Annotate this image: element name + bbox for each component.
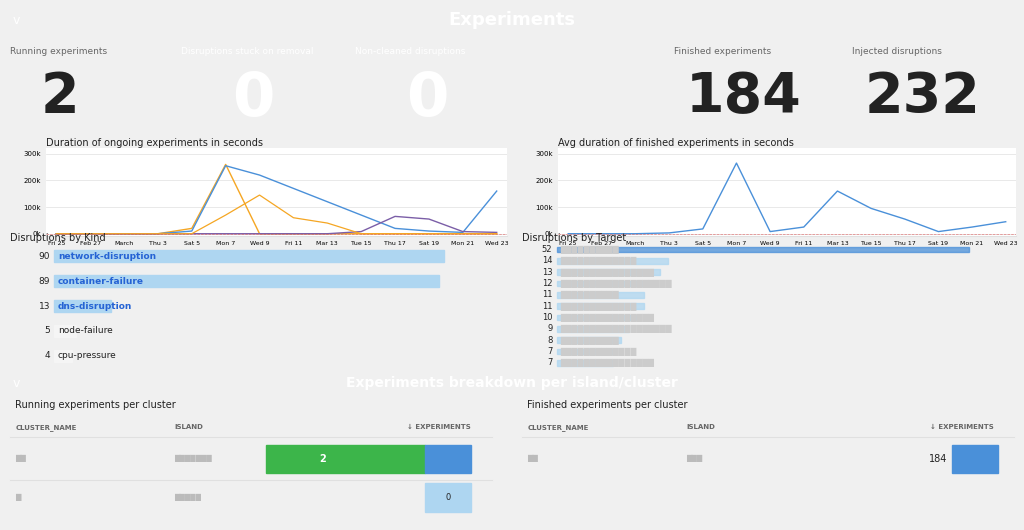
FancyBboxPatch shape	[54, 275, 439, 287]
Text: Finished experiments per cluster: Finished experiments per cluster	[527, 400, 688, 410]
FancyBboxPatch shape	[557, 269, 660, 275]
FancyBboxPatch shape	[54, 250, 443, 262]
Text: 2: 2	[319, 454, 326, 464]
Text: 184: 184	[929, 454, 947, 464]
Text: 7: 7	[547, 358, 552, 367]
Text: 0: 0	[445, 493, 451, 502]
Text: 12: 12	[542, 279, 552, 288]
Text: 8: 8	[547, 335, 552, 344]
FancyBboxPatch shape	[54, 350, 72, 362]
FancyBboxPatch shape	[425, 483, 471, 511]
Text: ISLAND: ISLAND	[174, 425, 203, 430]
Text: 11: 11	[542, 302, 552, 311]
Text: 14: 14	[542, 257, 552, 266]
FancyBboxPatch shape	[557, 349, 612, 354]
FancyBboxPatch shape	[557, 246, 969, 252]
Text: 0: 0	[232, 70, 274, 129]
Text: ISLAND: ISLAND	[686, 425, 715, 430]
FancyBboxPatch shape	[557, 258, 668, 263]
Text: Disruptions stuck on removal: Disruptions stuck on removal	[181, 48, 313, 57]
Text: Injected disruptions: Injected disruptions	[852, 48, 942, 57]
Text: ██: ██	[15, 455, 26, 463]
Text: node-failure: node-failure	[58, 326, 113, 335]
Text: Finished experiments: Finished experiments	[674, 48, 771, 57]
Text: █████████████: █████████████	[560, 257, 636, 266]
Text: 4: 4	[44, 351, 50, 360]
Text: 52: 52	[542, 245, 552, 254]
Text: 13: 13	[542, 268, 552, 277]
Text: Experiments breakdown per island/cluster: Experiments breakdown per island/cluster	[346, 376, 678, 390]
Text: ███: ███	[686, 455, 702, 463]
Text: ██████████: ██████████	[560, 335, 618, 344]
Text: 11: 11	[542, 290, 552, 299]
FancyBboxPatch shape	[952, 445, 998, 473]
Text: ███████: ███████	[174, 455, 212, 463]
Text: 7: 7	[547, 347, 552, 356]
FancyBboxPatch shape	[266, 445, 425, 473]
Text: CLUSTER_NAME: CLUSTER_NAME	[527, 424, 589, 431]
FancyBboxPatch shape	[557, 360, 612, 366]
Text: ██████████: ██████████	[560, 245, 618, 254]
Text: █████████████: █████████████	[560, 302, 636, 311]
Text: network-disruption: network-disruption	[58, 252, 156, 261]
Text: █: █	[15, 493, 20, 501]
Text: ████████████████: ████████████████	[560, 313, 654, 322]
Text: Duration of ongoing experiments in seconds: Duration of ongoing experiments in secon…	[46, 138, 263, 148]
FancyBboxPatch shape	[557, 337, 621, 343]
Text: Running experiments: Running experiments	[10, 48, 108, 57]
Text: Avg duration of finished experiments in seconds: Avg duration of finished experiments in …	[558, 138, 794, 148]
Text: ████████████████: ████████████████	[560, 268, 654, 277]
Text: Disruptions by Kind: Disruptions by Kind	[10, 233, 105, 243]
Text: 13: 13	[39, 302, 50, 311]
Text: v: v	[12, 377, 19, 390]
Text: dns-disruption: dns-disruption	[58, 302, 132, 311]
Text: 9: 9	[547, 324, 552, 333]
FancyBboxPatch shape	[557, 315, 636, 320]
FancyBboxPatch shape	[557, 303, 644, 309]
FancyBboxPatch shape	[54, 300, 111, 312]
Text: █████: █████	[174, 493, 201, 501]
Text: ↓ EXPERIMENTS: ↓ EXPERIMENTS	[930, 425, 993, 430]
FancyBboxPatch shape	[557, 292, 644, 297]
Text: ███████████████████: ███████████████████	[560, 324, 672, 333]
Text: 10: 10	[542, 313, 552, 322]
Text: 90: 90	[39, 252, 50, 261]
Text: ██: ██	[527, 455, 538, 463]
Text: ████████████████: ████████████████	[560, 358, 654, 367]
FancyBboxPatch shape	[54, 325, 76, 337]
Text: CLUSTER_NAME: CLUSTER_NAME	[15, 424, 77, 431]
Text: cpu-pressure: cpu-pressure	[58, 351, 117, 360]
FancyBboxPatch shape	[557, 326, 629, 332]
Text: ↓ EXPERIMENTS: ↓ EXPERIMENTS	[408, 425, 471, 430]
Text: Running experiments per cluster: Running experiments per cluster	[15, 400, 176, 410]
Text: 0: 0	[407, 70, 449, 129]
FancyBboxPatch shape	[557, 280, 652, 286]
Text: ██████████: ██████████	[560, 290, 618, 299]
Text: Non-cleaned disruptions: Non-cleaned disruptions	[355, 48, 465, 57]
Text: container-failure: container-failure	[58, 277, 144, 286]
Text: Disruptions by Target: Disruptions by Target	[522, 233, 627, 243]
Text: v: v	[12, 14, 19, 26]
Text: 89: 89	[39, 277, 50, 286]
Text: Experiments: Experiments	[449, 11, 575, 29]
Text: ███████████████████: ███████████████████	[560, 279, 672, 288]
Text: 184: 184	[686, 70, 802, 124]
FancyBboxPatch shape	[425, 445, 471, 473]
Text: █████████████: █████████████	[560, 347, 636, 356]
Text: 5: 5	[44, 326, 50, 335]
Text: 232: 232	[864, 70, 980, 124]
Text: 2: 2	[41, 70, 80, 124]
